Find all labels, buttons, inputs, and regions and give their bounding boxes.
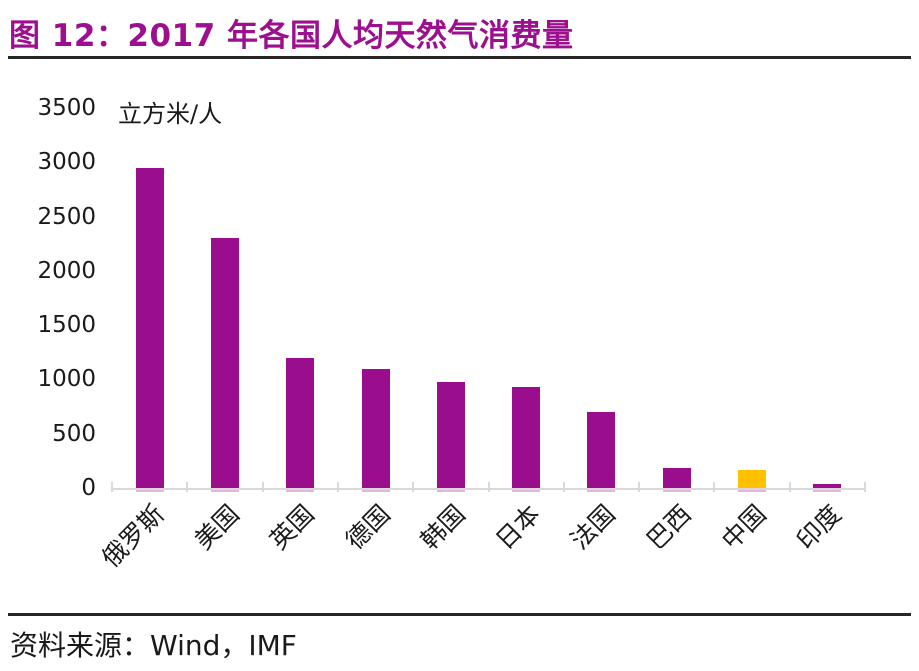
y-axis-tick-label: 1000: [37, 366, 96, 393]
x-axis-tick: [789, 482, 791, 492]
bar-德国: [361, 369, 390, 492]
bar-中国: [738, 470, 767, 492]
y-axis-tick-label: 2000: [37, 257, 96, 284]
bar-英国: [286, 358, 315, 492]
y-axis-tick-label: 1500: [37, 312, 96, 339]
title-divider: [8, 56, 911, 59]
x-axis-tick: [412, 482, 414, 492]
x-axis-tick: [111, 482, 113, 492]
y-axis-tick-label: 500: [52, 420, 96, 447]
x-axis-tick: [186, 482, 188, 492]
y-axis-tick-label: 2500: [37, 203, 96, 230]
bar-韩国: [436, 382, 465, 492]
y-axis-unit-label: 立方米/人: [118, 100, 223, 128]
bar-俄罗斯: [135, 168, 164, 492]
x-axis-tick: [488, 482, 490, 492]
x-axis-tick: [337, 482, 339, 492]
y-axis-tick-label: 3000: [37, 149, 96, 176]
x-axis-tick: [713, 482, 715, 492]
page-title: 图 12：2017 年各国人均天然气消费量: [9, 18, 574, 54]
x-axis-tick: [638, 482, 640, 492]
y-axis-tick-label: 0: [81, 475, 96, 501]
plot-area: [111, 108, 866, 492]
x-axis-tick: [864, 482, 866, 492]
y-axis-tick-label: 3500: [37, 95, 96, 121]
bar-法国: [587, 412, 616, 492]
data-source-text: 资料来源：Wind，IMF: [10, 629, 297, 662]
bar-巴西: [662, 468, 691, 492]
x-axis-tick: [563, 482, 565, 492]
bar-印度: [813, 484, 842, 492]
footer-divider: [8, 613, 911, 616]
x-axis-tick: [262, 482, 264, 492]
bar-美国: [210, 238, 239, 492]
bar-日本: [512, 387, 541, 492]
